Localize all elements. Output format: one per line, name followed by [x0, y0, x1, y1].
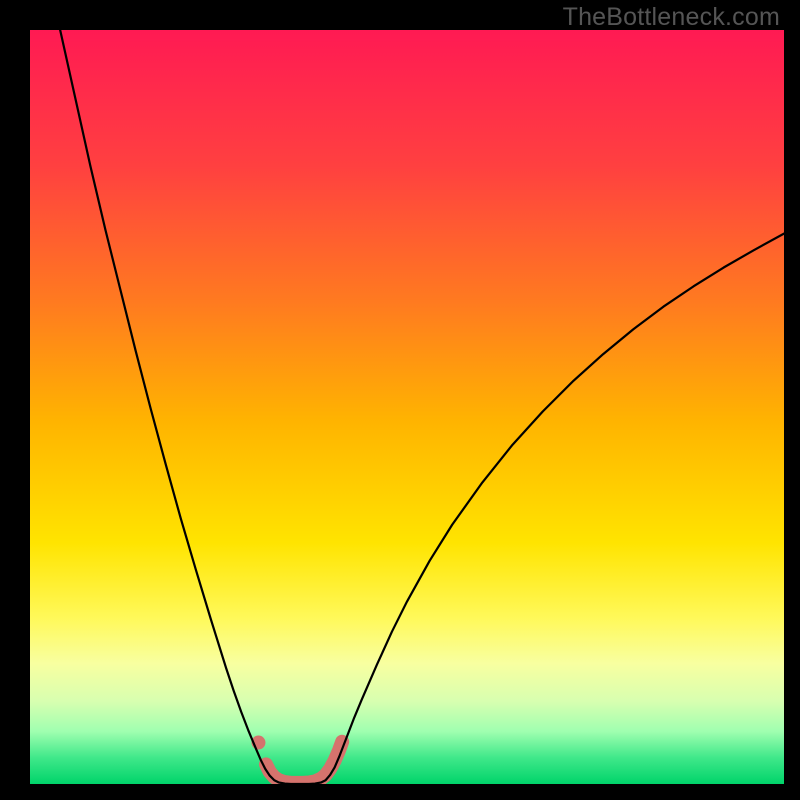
bottleneck-curve-chart	[0, 0, 800, 800]
chart-container: TheBottleneck.com	[0, 0, 800, 800]
watermark-text: TheBottleneck.com	[563, 3, 780, 32]
gradient-background	[30, 30, 784, 784]
